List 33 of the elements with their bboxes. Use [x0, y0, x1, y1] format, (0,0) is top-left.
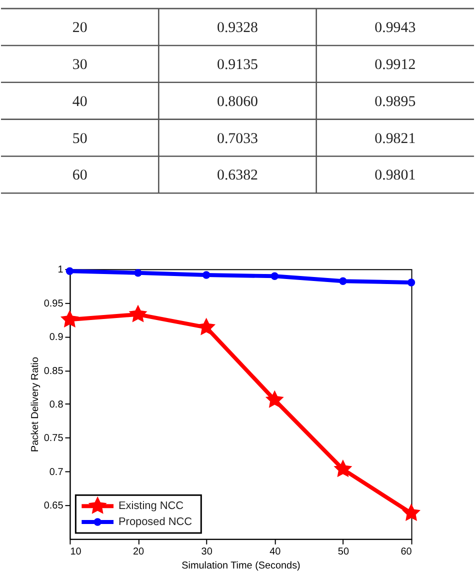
- y-tick-label: 0.75: [44, 433, 64, 444]
- text: 0.7033: [216, 130, 258, 147]
- x-tick-label: 10: [70, 546, 82, 558]
- text: 40: [72, 94, 88, 110]
- text: 0.9912: [374, 56, 416, 73]
- text: 50: [72, 130, 88, 147]
- text: 0.9821: [374, 130, 416, 147]
- y-axis-title: Packet Delivery Ratio: [30, 356, 41, 452]
- text: 0.9895: [374, 94, 416, 110]
- y-tick-label: 0.85: [44, 366, 64, 377]
- text: 0.8060: [216, 94, 258, 110]
- x-tick-label: 60: [400, 546, 412, 558]
- text: 60: [72, 168, 88, 184]
- x-tick-label: 40: [270, 546, 282, 558]
- y-tick-label: 0.8: [49, 399, 64, 410]
- legend-label: Existing NCC: [118, 500, 184, 512]
- legend-label: Proposed NCC: [118, 516, 192, 528]
- x-tick-label: 50: [338, 546, 350, 558]
- text: 30: [72, 56, 88, 73]
- text: 0.9135: [216, 56, 258, 73]
- text: 0.9943: [374, 20, 416, 36]
- y-tick-label: 0.95: [44, 298, 64, 310]
- y-tick-label: 0.7: [49, 466, 64, 478]
- text: 20: [72, 20, 88, 36]
- y-tick-label: 0.9: [49, 332, 64, 344]
- x-tick-label: 30: [201, 546, 213, 558]
- x-axis-title: Simulation Time (Seconds): [182, 560, 300, 572]
- x-tick-label: 20: [132, 546, 145, 558]
- y-tick-label: 0.65: [44, 500, 64, 512]
- text: 0.6382: [216, 168, 258, 184]
- y-tick-label: 1: [58, 264, 64, 276]
- text: 0.9801: [374, 168, 416, 184]
- text: 0.9328: [216, 20, 258, 36]
